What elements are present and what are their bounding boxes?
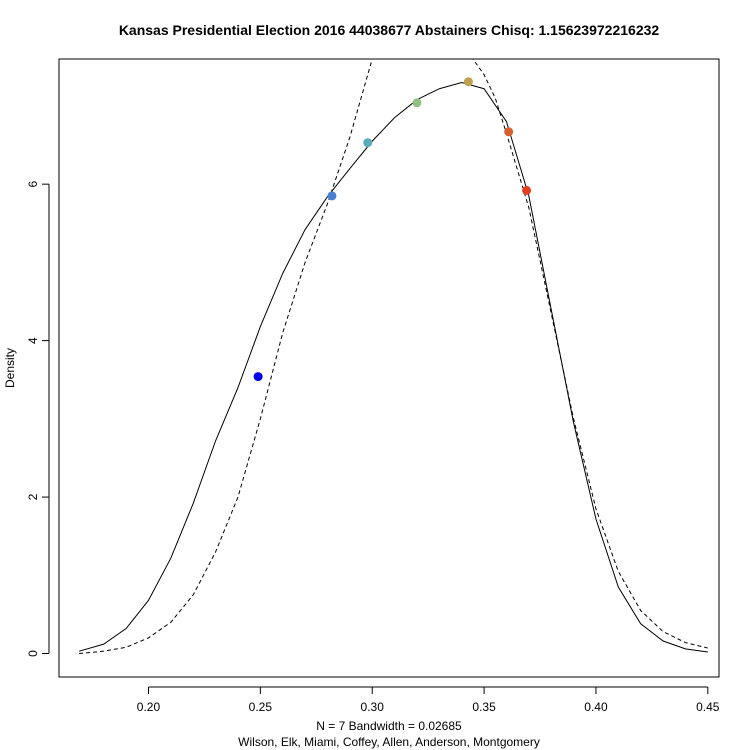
x-tick-label: 0.35	[472, 700, 496, 714]
y-tick-label: 0	[26, 650, 40, 657]
y-tick-label: 4	[26, 337, 40, 344]
x-tick-label: 0.20	[137, 700, 161, 714]
data-point-4	[412, 98, 422, 108]
x-axis: 0.20 0.25 0.30 0.35 0.40 0.45	[137, 686, 720, 714]
x-tick-label: 0.45	[696, 700, 720, 714]
data-point-1	[253, 372, 263, 382]
data-point-6	[504, 127, 514, 137]
solid-density-curve	[79, 81, 708, 653]
plot-layer	[79, 59, 708, 655]
data-point-3	[363, 138, 373, 148]
x-tick-label: 0.40	[584, 700, 608, 714]
dashed-density-curve	[79, 59, 708, 655]
data-point-7	[522, 185, 532, 195]
plot-frame	[58, 58, 720, 678]
x-tick-label: 0.25	[249, 700, 273, 714]
y-tick-label: 6	[26, 181, 40, 188]
x-axis-sublabel: Wilson, Elk, Miami, Coffey, Allen, Ander…	[238, 735, 540, 749]
x-axis-label: N = 7 Bandwidth = 0.02685	[316, 719, 462, 733]
y-axis-label: Density	[3, 348, 17, 388]
x-tick-label: 0.30	[361, 700, 385, 714]
y-tick-label: 2	[26, 493, 40, 500]
data-point-2	[327, 191, 337, 201]
y-axis: 0 2 4 6	[26, 181, 50, 657]
data-point-5	[463, 77, 473, 87]
chart-title: Kansas Presidential Election 2016 440386…	[119, 22, 660, 38]
